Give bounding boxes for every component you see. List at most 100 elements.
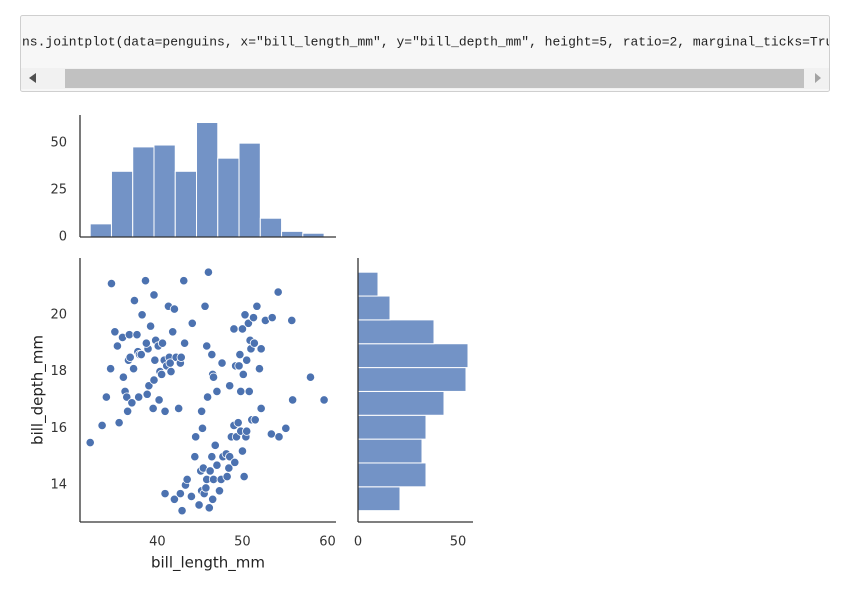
scatter-point [242,426,252,436]
scatter-point [208,474,219,485]
scatter-point [256,403,266,414]
scatter-point [106,364,116,374]
scatter-point [127,398,137,408]
scatter-point [274,432,284,442]
scatter-point [186,491,197,502]
x-axis-label: bill_length_mm [151,554,265,573]
histogram-bar [259,217,283,238]
scatter-point [101,392,111,402]
scatter-point [140,276,151,286]
scatter-point [200,301,210,311]
scatter-point [128,364,139,374]
scatter-point [114,418,124,428]
scroll-thumb[interactable] [65,69,804,88]
x-tick-label: 50 [450,535,467,550]
scatter-point [207,452,217,462]
scatter-point [187,318,197,328]
histogram-bar [357,390,445,416]
scatter-point [217,358,227,368]
histogram-bar [357,319,435,345]
x-tick-label: 60 [319,535,336,550]
scatter-point [134,392,144,402]
histogram-bar [357,438,423,464]
y-tick-label: 14 [50,478,67,493]
scatter-point [237,324,248,334]
scatter-point [237,446,248,456]
scatter-point [222,471,232,482]
scatter-point [244,386,254,397]
scatter-point [235,349,245,360]
scatter-point [175,489,185,499]
y-tick-label: 25 [50,183,67,198]
histogram-bar [196,122,219,238]
scatter-point [208,494,218,504]
scatter-point [136,349,146,360]
histogram-bar [357,271,379,297]
scatter-point [129,295,140,306]
scatter-point [157,369,167,379]
scatter-point [236,386,246,397]
scatter-point [250,415,260,425]
scatter-point [197,423,208,433]
scatter-point [202,392,213,402]
y-tick-label: 50 [50,136,67,151]
x-tick-label: 0 [354,535,362,550]
y-axis-label: bill_depth_mm [29,335,48,445]
scatter-point [248,313,259,323]
scatter-point [179,276,189,286]
scatter-point [229,324,239,334]
scatter-point [154,395,164,405]
scatter-point [194,500,204,510]
scatter-point [150,355,160,365]
scatter-point [230,457,240,467]
scatter-point [254,364,265,374]
scatter-point [204,503,214,513]
scatter-point [208,372,219,382]
scatter-point [149,290,159,300]
scatter-point [203,267,214,277]
scatter-point [256,344,266,354]
scatter-point [169,304,180,314]
histogram-bar [357,295,391,321]
y-tick-label: 20 [50,307,67,322]
scatter-point [148,403,158,414]
scatter-point [267,313,277,323]
scatter-point [319,395,329,405]
scatter-point [123,406,133,416]
histogram-bar [217,157,240,238]
scatter-point [137,310,147,320]
scatter-point [168,327,178,337]
scatter-point [205,466,215,476]
scatter-point [210,440,220,450]
scatter-point [287,315,297,326]
scatter-point [234,361,244,371]
scatter-point [149,375,159,385]
scatter-point [124,330,134,340]
scatter-point [305,372,316,382]
scatter-point [110,327,120,337]
scroll-left-arrow[interactable] [29,73,36,83]
scroll-right-arrow[interactable] [815,73,821,83]
code-line: ns.jointplot(data=penguins, x="bill_leng… [22,34,843,49]
scatter-point [169,494,180,504]
histogram-bar [238,142,261,238]
scatter-point [225,452,235,462]
scatter-point [225,381,235,391]
scatter-point [132,330,142,340]
scatter-point [142,389,152,399]
scatter-point [160,406,170,416]
scatter-point [191,432,201,442]
scatter-point [145,321,156,331]
histogram-bar [357,486,401,512]
scatter-point [266,429,276,439]
scatter-point [201,483,211,493]
scatter-point [240,310,250,320]
scatter-point [97,420,107,431]
scatter-point [190,452,200,462]
scatter-point [118,372,128,382]
scatter-point [238,369,248,379]
scatter-point [207,349,217,360]
scatter-point [182,474,192,485]
